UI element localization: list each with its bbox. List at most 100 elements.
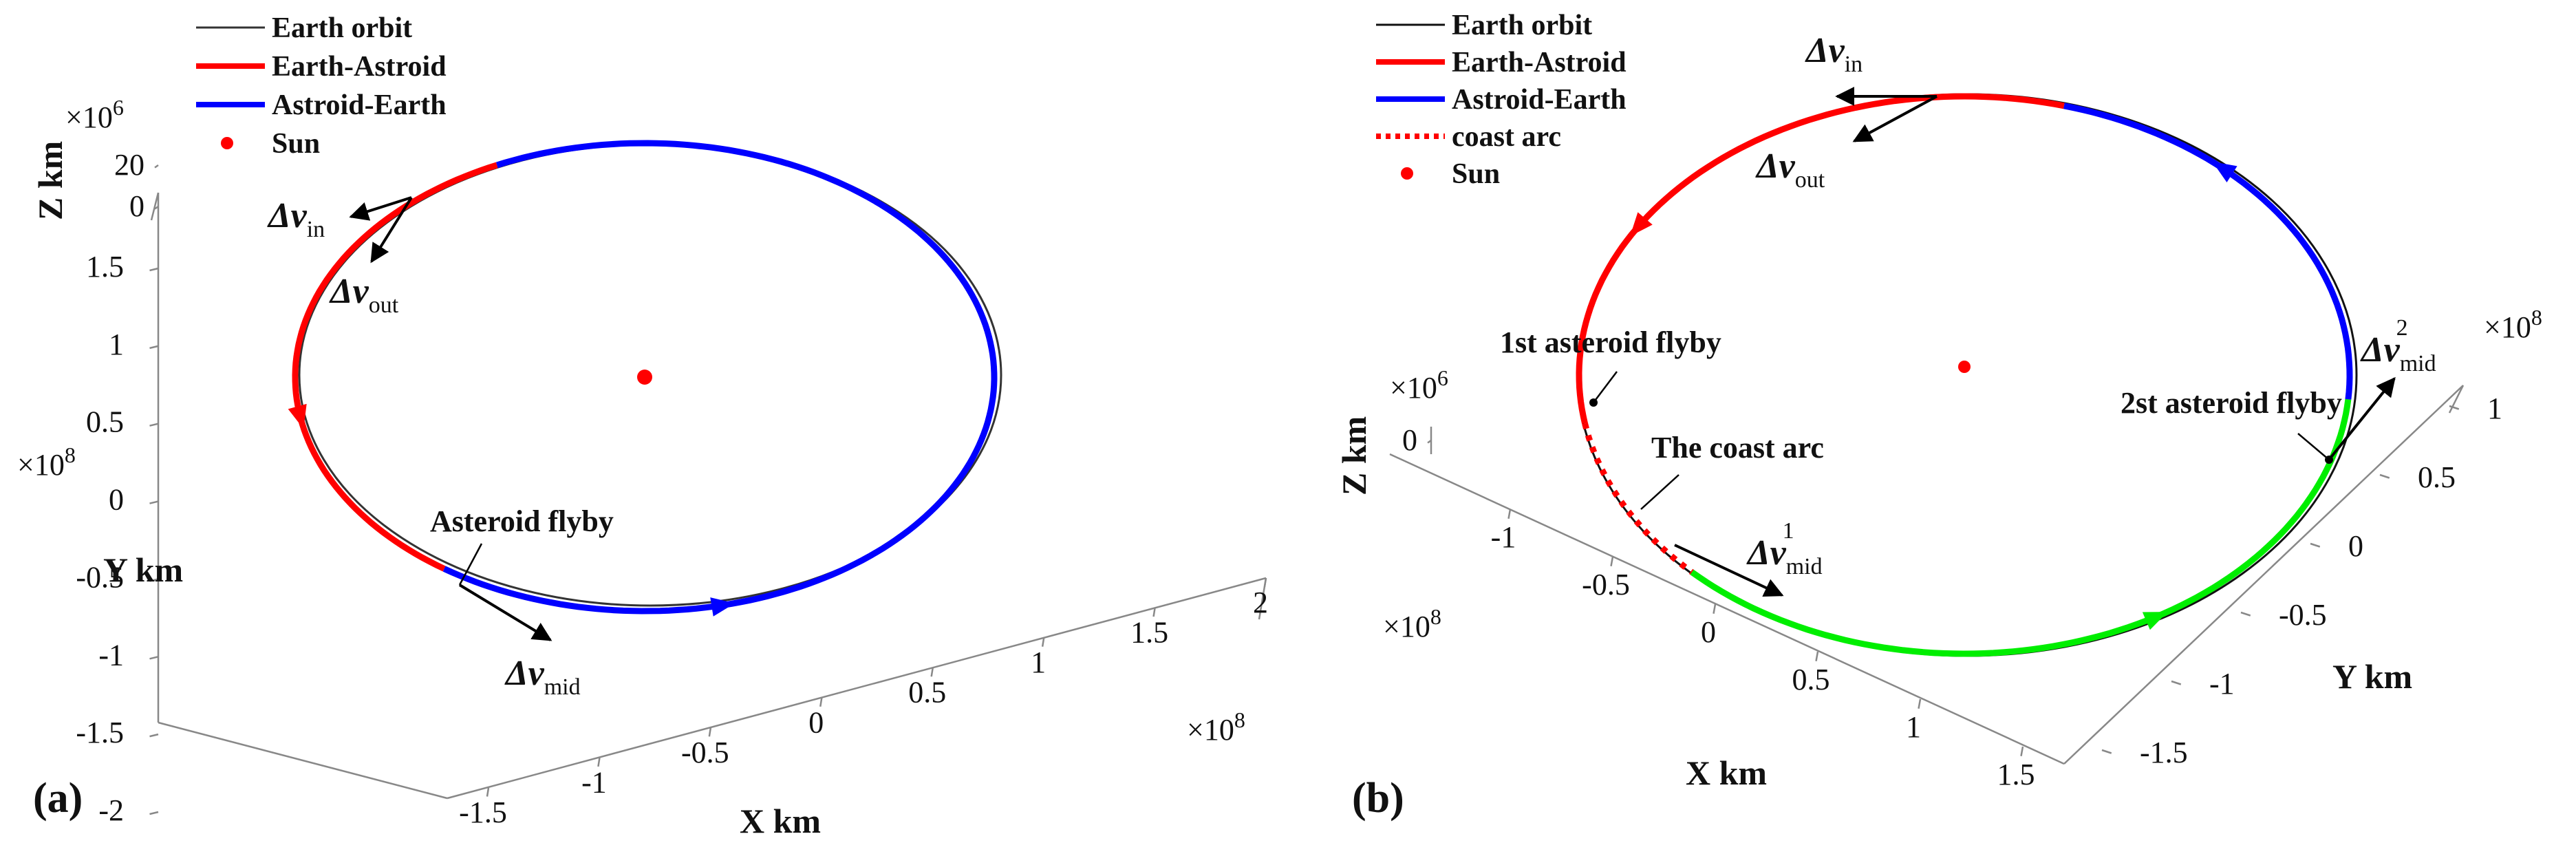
panel-a-axes: -1.5 -1 -0.5 0 0.5 1 1.5 2 1.5 1 0.5 0 -0.5 -1 -1.5 -2… <box>17 95 1268 840</box>
panel-a-red-direction-arrow <box>288 403 307 429</box>
panel-a-x-tick-label: 0.5 <box>908 676 946 709</box>
panel-b-coast-label: The coast arc <box>1651 431 1824 464</box>
panel-a-dv-mid-label: Δvmid <box>504 654 581 700</box>
panel-a-x-tick-label: 1.5 <box>1130 616 1168 650</box>
panel-b-legend-item: Astroid-Earth <box>1376 84 1627 116</box>
panel-b-x-multiplier: ×108 <box>1383 604 1441 643</box>
panel-a-legend-label: Earth orbit <box>272 12 412 44</box>
panel-a-legend: Earth orbit Earth-Astroid Astroid-Earth Sun <box>196 12 447 160</box>
panel-b-x-tick-mark <box>1815 651 1819 661</box>
panel-a-legend-label: Earth-Astroid <box>272 51 447 83</box>
panel-b-dv-mid2-label: Δvmid2 <box>2360 315 2436 376</box>
panel-a-flyby-label: Asteroid flyby <box>430 504 614 538</box>
panel-a-z-multiplier: ×106 <box>65 95 124 134</box>
panel-a-x-axis-line <box>447 577 1267 800</box>
panel-a-dv-mid-arrow <box>458 584 552 641</box>
panel-b-y-tick-mark <box>2310 542 2321 548</box>
panel-b-y-tick-mark <box>2240 611 2251 617</box>
panel-a-y-tick-mark <box>149 733 159 738</box>
panel-a-legend-label: Astroid-Earth <box>272 89 447 121</box>
panel-a-x-tick-label: -0.5 <box>681 736 729 769</box>
panel-b-legend-item: Earth orbit <box>1376 10 1592 41</box>
panel-a-z-tick-label: 20 <box>114 148 144 182</box>
panel-b-x-axis-label: X km <box>1686 754 1767 792</box>
panel-a-legend-item: Astroid-Earth <box>196 89 447 121</box>
panel-b-x-tick-mark <box>1713 604 1717 614</box>
panel-a-y-axis-label: Y km <box>103 551 183 589</box>
panel-b-y-tick-mark <box>2379 473 2390 479</box>
panel-b-earth-astroid-arc <box>1576 93 2065 425</box>
panel-a-x-tick-mark <box>819 698 823 707</box>
panel-b-dv-out-arrow <box>1852 95 1938 142</box>
panel-b-x-tick-mark <box>1610 556 1614 566</box>
panel-a-x-base-line <box>158 721 448 800</box>
panel-b-dv-mid2-arrow <box>2328 376 2396 461</box>
panel-b-y-end-line <box>2448 385 2465 414</box>
panel-a-x-tick-mark <box>708 727 712 737</box>
panel-b-x-tick-mark <box>1507 509 1512 519</box>
panel-b-flyby2-leader <box>2297 433 2330 460</box>
panel-b-dv-in-label: Δvin <box>1805 31 1863 77</box>
panel-a-x-axis-label: X km <box>740 802 821 840</box>
panel-a-y-ticks: 1.5 1 0.5 0 -0.5 -1 -1.5 -2 <box>76 250 159 827</box>
panel-b-y-tick-label: 0 <box>2348 529 2363 563</box>
panel-a-y-tick-mark <box>149 345 159 350</box>
panel-a-legend-item: Earth orbit <box>196 12 412 44</box>
panel-b-y-tick-label: 1 <box>2487 392 2502 425</box>
panel-b-legend-label: Earth-Astroid <box>1452 47 1627 78</box>
panel-b-z-multiplier: ×106 <box>1390 365 1448 405</box>
panel-b-x-tick-label: 1 <box>1906 710 1921 744</box>
panel-b-x-tick-label: 1.5 <box>1997 758 2035 791</box>
panel-b-x-tick-mark <box>2020 746 2024 756</box>
panel-b-annotations: Δvin Δvout 1st asteroid flyby The coast … <box>1500 31 2436 597</box>
panel-a-x-tick-mark <box>486 787 490 797</box>
panel-a-plot-area <box>288 140 1002 617</box>
panel-a-x-tick-mark <box>1263 577 1267 587</box>
panel-b: -1 -0.5 0 0.5 1 1.5 -1.5 -1 -0.5 0 0.5 1 0 X km Y … <box>1335 10 2542 822</box>
panel-b-y-axis-line <box>2063 385 2464 765</box>
panel-b-y-multiplier: ×108 <box>2484 305 2542 344</box>
panel-a-y-multiplier: ×108 <box>17 442 76 482</box>
panel-b-flyby1-label: 1st asteroid flyby <box>1500 325 1721 359</box>
panel-b-legend-item: coast arc <box>1376 121 1561 153</box>
panel-b-legend-item: Earth-Astroid <box>1376 47 1627 78</box>
panel-b-label: (b) <box>1352 775 1404 822</box>
panel-b-green-direction-arrow <box>2142 612 2168 630</box>
panel-b-x-tick-label: -1 <box>1491 520 1516 554</box>
panel-b-x-ticks: -1 -0.5 0 0.5 1 1.5 <box>1491 509 2035 791</box>
panel-a-x-tick-mark <box>597 758 601 767</box>
panel-a-x-tick-mark <box>1041 637 1045 647</box>
panel-a-y-tick-label: 1 <box>109 328 124 361</box>
panel-a-y-tick-mark <box>149 656 159 660</box>
panel-b-plot-area <box>1576 93 2358 657</box>
panel-a-x-tick-mark <box>930 668 934 677</box>
panel-a-z-tick-label: 0 <box>129 189 144 223</box>
panel-b-dv-out-label: Δvout <box>1755 147 1825 193</box>
panel-b-dv-mid1-arrow <box>1674 544 1784 597</box>
panel-a: -1.5 -1 -0.5 0 0.5 1 1.5 2 1.5 1 0.5 0 -0.5 -1 -1.5 -2… <box>17 12 1268 840</box>
panel-b-blue-direction-arrow <box>2212 161 2237 182</box>
panel-b-z-axis-label: Z km <box>1335 416 1373 495</box>
panel-b-legend-label: Sun <box>1452 158 1500 190</box>
panel-b-legend-item: Sun <box>1401 158 1500 190</box>
panel-a-y-tick-label: -2 <box>98 793 124 827</box>
panel-a-y-tick-label: 0 <box>109 483 124 517</box>
panel-b-legend-label: coast arc <box>1452 121 1561 153</box>
panel-b-y-ticks: -1.5 -1 -0.5 0 0.5 1 <box>2101 392 2502 769</box>
panel-b-y-tick-label: -0.5 <box>2279 598 2327 632</box>
panel-a-x-tick-label: 1 <box>1031 645 1046 679</box>
panel-a-x-tick-label: 2 <box>1253 586 1268 619</box>
panel-a-z-axis-label: Z km <box>31 141 69 220</box>
panel-b-legend-label: Earth orbit <box>1452 10 1592 41</box>
panel-b-legend-label: Astroid-Earth <box>1452 84 1627 116</box>
panel-a-x-multiplier: ×108 <box>1187 707 1245 747</box>
panel-a-dv-out-arrow <box>370 196 413 264</box>
panel-a-y-tick-mark <box>149 811 159 815</box>
panel-b-z-ticks: 0 <box>1402 423 1432 457</box>
panel-b-z-tick-mark <box>1427 439 1432 444</box>
panel-b-x-tick-label: -0.5 <box>1582 568 1630 601</box>
panel-b-dv-mid1-label: Δvmid1 <box>1746 518 1823 579</box>
panel-a-x-tick-label: -1.5 <box>459 795 507 829</box>
panel-b-z-tick-label: 0 <box>1402 423 1417 457</box>
panel-b-x-tick-mark <box>1918 698 1922 709</box>
